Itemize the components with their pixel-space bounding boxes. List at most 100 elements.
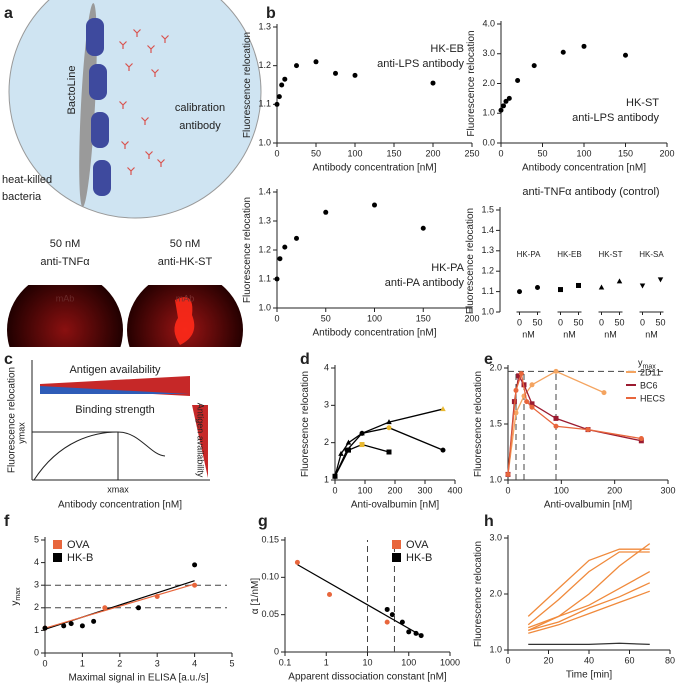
y-tick-label: 2 bbox=[324, 437, 329, 447]
x-tick-label: 0 bbox=[274, 148, 279, 158]
y-axis-label-main: Fluorescence relocation bbox=[242, 32, 253, 138]
image-antibody: anti-HK-ST bbox=[158, 256, 213, 268]
marker bbox=[294, 235, 299, 241]
y-tick-label: 1.3 bbox=[258, 215, 271, 225]
x-tick-label: 50 bbox=[311, 148, 321, 158]
x-tick-label: 200 bbox=[425, 148, 440, 158]
x-axis-label: Anti-ovalbumin [nM] bbox=[544, 500, 633, 511]
marker bbox=[154, 594, 160, 599]
x-unit-label: nM bbox=[604, 329, 617, 339]
x-axis-label: Maximal signal in ELISA [a.u./s] bbox=[68, 673, 208, 684]
legend-label: HK-B bbox=[406, 552, 432, 564]
marker bbox=[294, 559, 300, 565]
marker bbox=[498, 107, 504, 113]
series-line bbox=[528, 642, 650, 646]
bacterium bbox=[91, 112, 109, 148]
x-tick-label: 200 bbox=[464, 313, 479, 323]
marker bbox=[413, 630, 419, 636]
marker bbox=[529, 404, 535, 410]
y-tick-label: 4 bbox=[34, 557, 39, 567]
panel-c-diagram: Antigen availability Binding strength An… bbox=[7, 360, 210, 511]
marker bbox=[323, 209, 329, 215]
x-tick-label: 60 bbox=[624, 655, 634, 665]
reference-label-sub: max bbox=[643, 364, 657, 371]
y-axis-label: Fluorescence relocation bbox=[473, 371, 484, 477]
y-axis-label-main: Fluorescence relocation bbox=[242, 197, 253, 303]
marker bbox=[598, 284, 605, 290]
panel-a-diagram: BactoLine calibration antibody bbox=[8, 0, 262, 219]
marker bbox=[192, 582, 198, 588]
annotation: anti-PA antibody bbox=[385, 277, 465, 289]
x-tick-label: 50 bbox=[655, 317, 665, 327]
marker bbox=[418, 633, 424, 639]
marker bbox=[553, 423, 559, 429]
marker bbox=[327, 592, 333, 598]
marker bbox=[389, 612, 395, 618]
y-tick-label: 1 bbox=[324, 474, 329, 484]
xmax-label: xmax bbox=[107, 484, 129, 494]
x-tick-label: 3 bbox=[155, 658, 160, 668]
binding-wedge bbox=[40, 386, 190, 394]
y-tick-label: 2.0 bbox=[489, 588, 502, 598]
marker bbox=[399, 619, 405, 625]
y-tick-label: 1.2 bbox=[481, 266, 494, 276]
x-tick-label: 150 bbox=[416, 313, 431, 323]
bacterium bbox=[86, 18, 104, 56]
x-tick-label: 100 bbox=[367, 313, 382, 323]
marker bbox=[42, 625, 48, 631]
marker bbox=[384, 606, 390, 612]
legend-label: BC6 bbox=[640, 380, 658, 390]
marker bbox=[192, 562, 198, 568]
marker bbox=[518, 371, 524, 377]
y-tick-label: 1.0 bbox=[481, 306, 494, 316]
y-tick-label: 1.0 bbox=[258, 302, 271, 312]
response-curve bbox=[33, 431, 166, 481]
x-tick-label: 0 bbox=[640, 317, 645, 327]
marker bbox=[513, 387, 519, 393]
y-tick-label: 1.4 bbox=[481, 225, 494, 235]
marker bbox=[585, 427, 591, 433]
x-tick-label: 0 bbox=[505, 655, 510, 665]
x-tick-label: 50 bbox=[532, 317, 542, 327]
fluorescence-blob bbox=[174, 297, 195, 345]
marker bbox=[79, 623, 85, 629]
y-axis-label-sub: max bbox=[15, 587, 22, 601]
y-axis-label-main: α [1/nM] bbox=[250, 578, 261, 615]
marker bbox=[332, 473, 338, 479]
legend-swatch bbox=[392, 540, 401, 549]
middle-label: Binding strength bbox=[75, 404, 155, 416]
legend-label: OVA bbox=[406, 539, 429, 551]
y-tick-label: 1.5 bbox=[489, 418, 502, 428]
y-tick-label: 5 bbox=[34, 534, 39, 544]
calibration-label: antibody bbox=[179, 120, 221, 132]
x-axis-label: Antibody concentration [nM] bbox=[58, 500, 182, 511]
x-tick-label: 1 bbox=[80, 658, 85, 668]
y-axis-label: Fluorescence relocation bbox=[465, 208, 476, 314]
series-line bbox=[527, 571, 651, 631]
marker bbox=[384, 619, 390, 625]
marker bbox=[558, 287, 563, 293]
legend-swatch bbox=[392, 553, 401, 562]
image-conc: 50 nM bbox=[170, 238, 201, 250]
x-tick-label: 0 bbox=[274, 313, 279, 323]
y-axis-label: Fluorescence relocation bbox=[242, 32, 253, 138]
marker bbox=[282, 76, 288, 82]
y-tick-label: 0.05 bbox=[261, 609, 279, 619]
y-tick-label: 1.0 bbox=[258, 137, 271, 147]
x-tick-label: 100 bbox=[347, 148, 362, 158]
legend-swatch bbox=[53, 553, 62, 562]
marker bbox=[515, 78, 521, 84]
legend-label: 2D11 bbox=[640, 367, 661, 377]
side-label: Antigen availability bbox=[196, 403, 206, 478]
marker bbox=[279, 82, 285, 88]
y-tick-label: 1.5 bbox=[481, 204, 494, 214]
y-tick-label: 3 bbox=[34, 580, 39, 590]
annotation: anti-LPS antibody bbox=[572, 112, 659, 124]
marker bbox=[420, 225, 426, 231]
x-tick-label: 1000 bbox=[440, 657, 460, 667]
marker bbox=[524, 399, 530, 405]
y-tick-label: 4 bbox=[324, 362, 329, 372]
marker bbox=[359, 442, 365, 448]
calibration-label: calibration bbox=[175, 102, 225, 114]
